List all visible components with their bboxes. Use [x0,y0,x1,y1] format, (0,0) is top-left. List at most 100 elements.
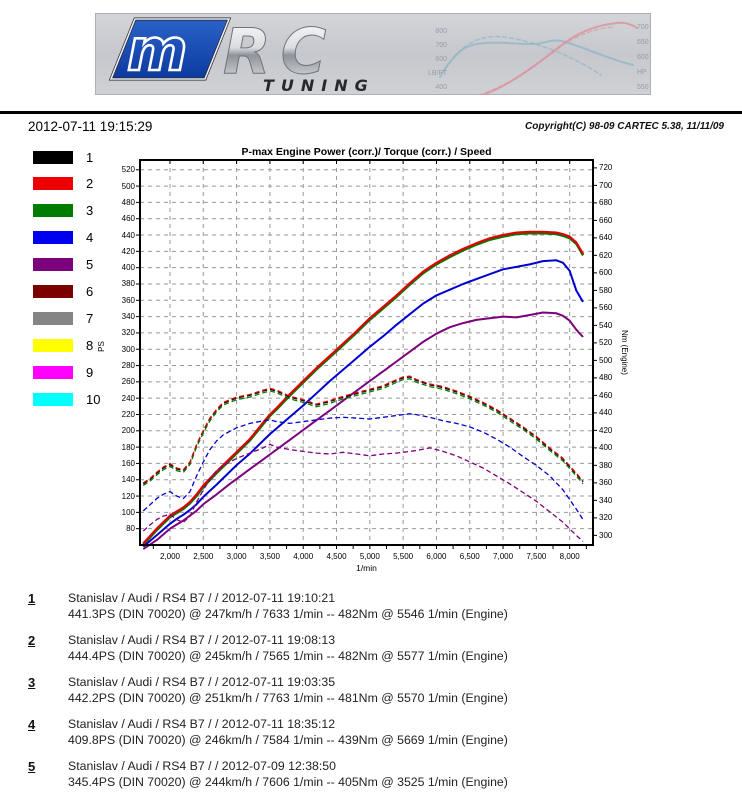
axis-tick-label: 280 [121,361,135,371]
legend-item-4: 4 [33,230,94,246]
run-entry-2: 2 Stanislav / Audi / RS4 B7 / / 2012-07-1… [28,633,718,664]
axis-tick-label: 360 [121,295,135,305]
left-axis-unit: PS [96,341,106,352]
run-details: Stanislav / Audi / RS4 B7 / / 2012-07-11… [68,717,508,748]
run-4-power-blue [142,259,584,548]
svg-text:700: 700 [435,42,447,49]
axis-tick-label: 640 [599,233,613,243]
legend-item-5: 5 [33,257,94,273]
axis-tick-label: 520 [599,338,613,348]
axis-tick-label: 400 [121,263,135,273]
svg-text:LB/FT: LB/FT [428,70,448,77]
legend-swatch [33,177,73,191]
legend-number: 8 [86,337,94,353]
axis-tick-label: 6,000 [426,552,447,561]
axis-tick-label: 500 [599,355,613,365]
run-entry-5: 5 Stanislav / Audi / RS4 B7 / / 2012-07-0… [28,759,718,790]
svg-text:700: 700 [637,24,649,31]
legend-item-10: 10 [33,391,101,407]
axis-tick-label: 580 [599,285,613,295]
svg-text:550: 550 [637,84,649,91]
plot-frame [139,159,594,546]
logo-tuning-text: TUNING [263,76,375,95]
run-entry-4: 4 Stanislav / Audi / RS4 B7 / / 2012-07-1… [28,717,718,748]
axis-tick-label: 560 [599,303,613,313]
axis-tick-label: 480 [121,197,135,207]
axis-tick-label: 140 [121,475,135,485]
svg-text:600: 600 [637,54,649,61]
svg-text:650: 650 [637,39,649,46]
axis-tick-label: 720 [599,163,613,173]
legend-number: 4 [86,230,94,246]
svg-text:400: 400 [435,84,447,91]
axis-tick-label: 300 [599,530,613,540]
axis-tick-label: 200 [121,426,135,436]
legend-item-1: 1 [33,150,93,165]
axis-tick-label: 700 [599,180,613,190]
axis-tick-label: 6,500 [459,552,480,561]
run-info-line: Stanislav / Audi / RS4 B7 / / 2012-07-11… [68,591,336,605]
run-results-list: 1 Stanislav / Audi / RS4 B7 / / 2012-07-1… [28,591,718,801]
run-entry-3: 3 Stanislav / Audi / RS4 B7 / / 2012-07-1… [28,675,718,706]
axis-tick-label: 5,500 [393,552,414,561]
run-3-power-green [142,232,584,546]
legend-number: 3 [86,203,94,219]
axis-tick-label: 440 [121,230,135,240]
svg-text:600: 600 [435,56,447,63]
run-2-torque-red [142,375,584,484]
axis-tick-label: 600 [599,268,613,278]
axis-tick-label: 320 [121,328,135,338]
run-info-line: Stanislav / Audi / RS4 B7 / / 2012-07-11… [68,717,336,731]
run-info-line: Stanislav / Audi / RS4 B7 / / 2012-07-11… [68,675,336,689]
header-divider [0,111,742,114]
mini-dyno-chart [439,21,638,95]
legend-swatch [33,365,73,379]
axis-tick-label: 420 [599,425,613,435]
axis-tick-label: 460 [599,390,613,400]
axis-tick-label: 360 [599,478,613,488]
run-details: Stanislav / Audi / RS4 B7 / / 2012-07-09… [68,759,508,790]
legend-swatch [33,285,73,298]
axis-tick-label: 500 [121,181,135,191]
legend-swatch [33,311,73,325]
dyno-plot [136,159,597,550]
axis-tick-label: 240 [121,393,135,403]
legend-swatch [33,231,73,245]
legend-swatch [33,258,73,272]
axis-tick-label: 80 [126,524,135,534]
run-number: 3 [28,675,36,690]
axis-tick-label: 5,000 [359,552,380,561]
run-5-torque-purple [142,443,584,542]
legend-item-2: 2 [33,176,93,191]
axis-tick-label: 660 [599,215,613,225]
run-info-line: Stanislav / Audi / RS4 B7 / / 2012-07-09… [68,759,336,773]
axis-tick-label: 8,000 [559,552,580,561]
run-result-line: 441.3PS (DIN 70020) @ 247km/h / 7633 1/m… [68,606,508,621]
chart-title: P-max Engine Power (corr.)/ Torque (corr… [241,146,492,158]
run-4-torque-blue [142,413,584,520]
copyright-text: Copyright(C) 98-09 CARTEC 5.38, 11/11/09 [525,121,724,132]
axis-tick-label: 520 [121,165,135,175]
report-datetime: 2012-07-11 19:15:29 [28,119,153,134]
legend-number: 5 [86,257,94,273]
run-entry-1: 1 Stanislav / Audi / RS4 B7 / / 2012-07-1… [28,591,718,622]
axis-tick-label: 3,500 [259,552,280,561]
axis-tick-label: 620 [599,250,613,260]
legend-swatch [33,150,73,164]
axis-tick-label: 320 [599,513,613,523]
legend-item-3: 3 [33,203,94,219]
axis-tick-label: 400 [599,443,613,453]
svg-text:HP: HP [637,69,647,76]
axis-tick-label: 420 [121,246,135,256]
axis-tick-label: 100 [121,507,135,517]
legend-number: 10 [86,391,101,407]
legend-swatch [33,204,73,218]
legend-swatch [33,392,73,406]
axis-tick-label: 220 [121,409,135,419]
run-number: 5 [28,759,36,774]
run-result-line: 409.8PS (DIN 70020) @ 246km/h / 7584 1/m… [68,732,508,747]
axis-tick-label: 3,000 [226,552,247,561]
axis-tick-label: 380 [121,279,135,289]
axis-tick-label: 260 [121,377,135,387]
legend-item-8: 8 [33,337,94,353]
